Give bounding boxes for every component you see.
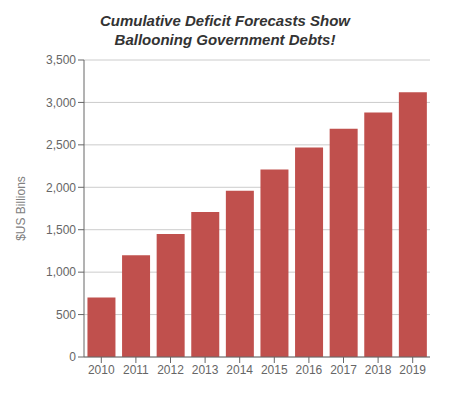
svg-text:$US Billions: $US Billions [14,176,28,241]
svg-text:2019: 2019 [399,363,426,377]
svg-text:2,500: 2,500 [46,138,76,152]
svg-text:1,000: 1,000 [46,265,76,279]
svg-text:1,500: 1,500 [46,223,76,237]
svg-text:2011: 2011 [123,363,149,377]
svg-text:2012: 2012 [157,363,184,377]
svg-text:3,500: 3,500 [46,53,76,67]
svg-text:2014: 2014 [226,363,253,377]
svg-text:2,000: 2,000 [46,181,76,195]
svg-text:2018: 2018 [365,363,392,377]
svg-text:3,000: 3,000 [46,96,76,110]
html-text:Ballooning Government Debts!: Ballooning Government Debts! [114,31,336,48]
svg-text:2016: 2016 [296,363,323,377]
svg-text:2013: 2013 [192,363,219,377]
svg-text:0: 0 [69,350,76,364]
svg-text:2010: 2010 [88,363,115,377]
svg-text:2017: 2017 [330,363,357,377]
svg-text:2015: 2015 [261,363,288,377]
html-text:Cumulative Deficit Forecasts S: Cumulative Deficit Forecasts Show [100,12,350,29]
svg-text:500: 500 [56,308,76,322]
